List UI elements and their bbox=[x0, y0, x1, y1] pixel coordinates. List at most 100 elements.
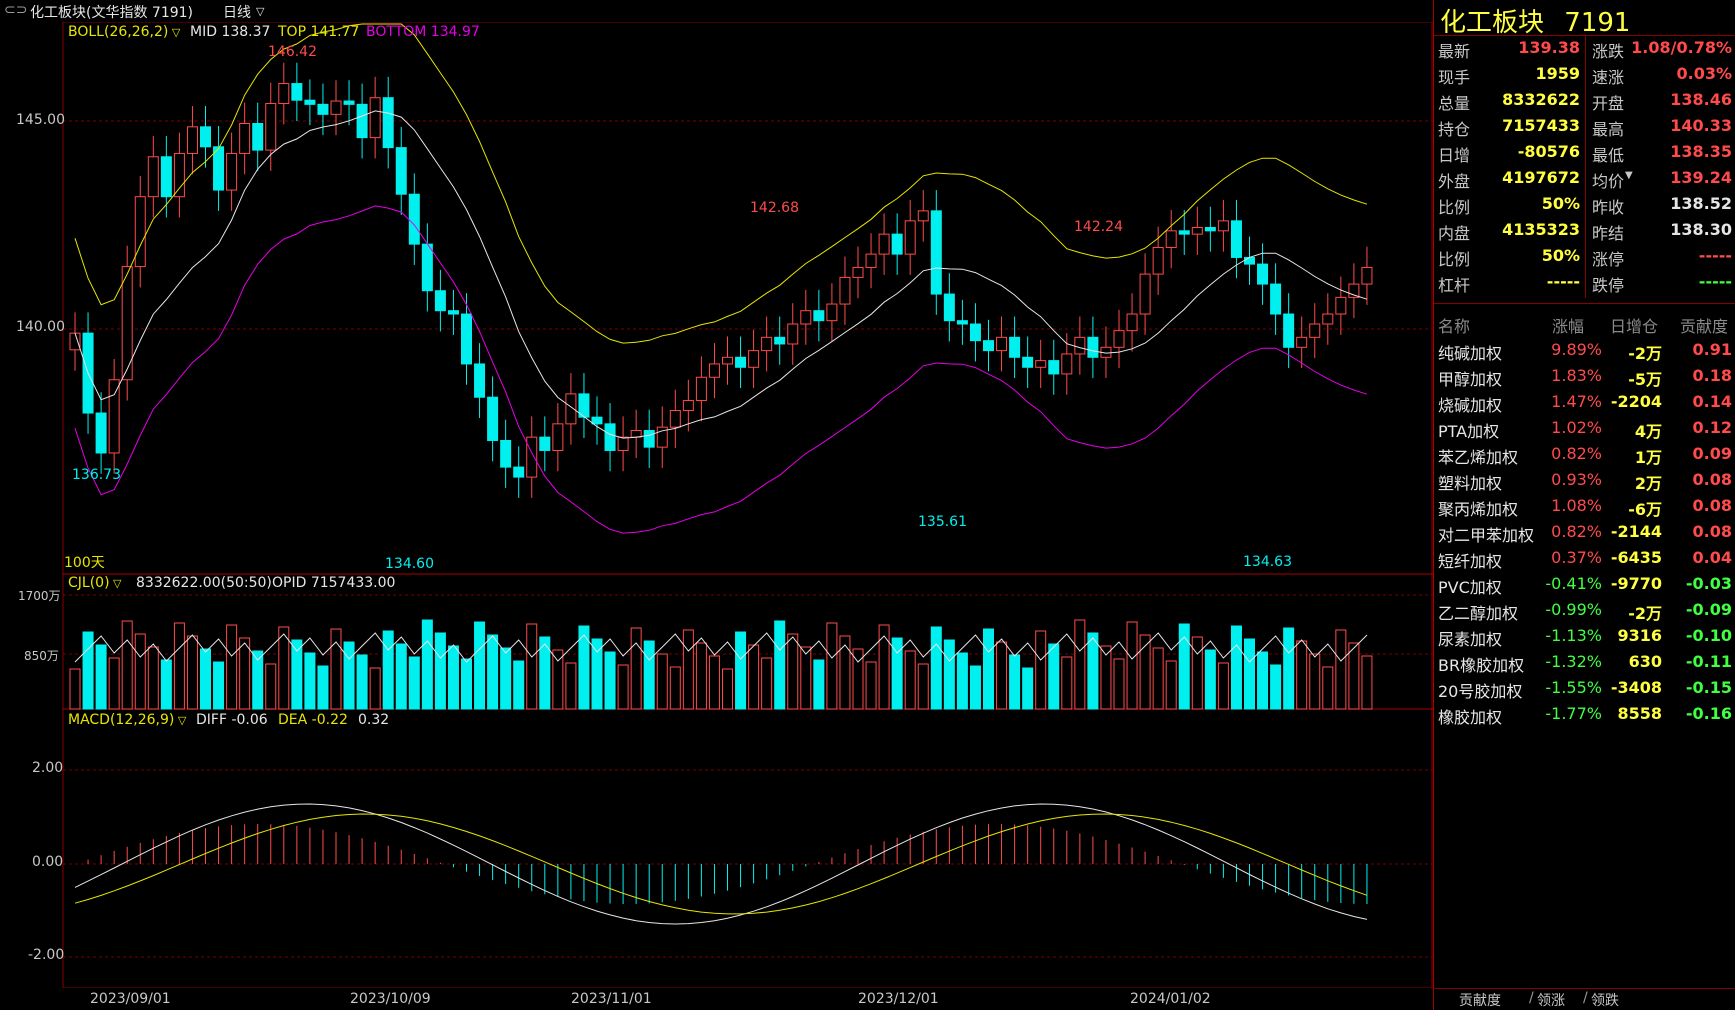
list-item[interactable]: 烧碱加权 1.47% -2204 0.14 bbox=[1434, 392, 1735, 418]
candle bbox=[996, 336, 1008, 352]
chart-frame bbox=[62, 22, 1433, 988]
volume-bar bbox=[617, 664, 629, 710]
volume-bar bbox=[839, 635, 851, 710]
high-annotation: 146.42 bbox=[268, 44, 317, 60]
volume-bar bbox=[656, 653, 668, 710]
candle bbox=[121, 266, 133, 381]
quote-value: 8332622 bbox=[1502, 90, 1580, 109]
volume-tick: 850万 bbox=[24, 649, 59, 663]
item-contrib: 0.12 bbox=[1692, 418, 1732, 437]
quote-key: 开盘 bbox=[1592, 94, 1625, 113]
col-header-name[interactable]: 名称 bbox=[1438, 317, 1471, 336]
list-item[interactable]: 塑料加权 0.93% 2万 0.08 bbox=[1434, 470, 1735, 496]
candle bbox=[487, 396, 499, 441]
col-header-contrib[interactable]: 贡献度 bbox=[1680, 317, 1729, 336]
list-item[interactable]: 纯碱加权 9.89% -2万 0.91 bbox=[1434, 340, 1735, 366]
volume-bar bbox=[500, 647, 512, 710]
candle bbox=[1244, 256, 1255, 265]
candle bbox=[200, 126, 211, 148]
period-selector[interactable]: 日线 bbox=[223, 5, 251, 21]
col-header-oi[interactable]: 日增仓 bbox=[1610, 317, 1659, 336]
quote-key: 比例 bbox=[1438, 198, 1471, 217]
tab-leaders-down[interactable]: 领跌 bbox=[1591, 993, 1619, 1009]
candle bbox=[656, 426, 668, 448]
item-change: 1.47% bbox=[1551, 392, 1602, 411]
cjl-opid: OPID 7157433.00 bbox=[272, 575, 396, 591]
item-contrib: -0.15 bbox=[1685, 678, 1732, 697]
volume-bar bbox=[291, 639, 303, 710]
candle bbox=[434, 290, 446, 312]
tab-leaders-up[interactable]: 领涨 bbox=[1537, 993, 1565, 1009]
macd-label[interactable]: MACD(12,26,9) ▽ bbox=[68, 712, 187, 728]
list-item[interactable]: 对二甲苯加权 0.82% -2144 0.08 bbox=[1434, 522, 1735, 548]
volume-bar bbox=[1178, 623, 1190, 710]
list-item[interactable]: 甲醇加权 1.83% -5万 0.18 bbox=[1434, 366, 1735, 392]
item-name: BR橡胶加权 bbox=[1438, 656, 1525, 675]
list-item[interactable]: PTA加权 1.02% 4万 0.12 bbox=[1434, 418, 1735, 444]
candle bbox=[917, 210, 929, 222]
candle bbox=[69, 332, 81, 351]
quote-value: 138.35 bbox=[1670, 142, 1732, 161]
volume-bar bbox=[82, 631, 94, 710]
list-item[interactable]: PVC加权 -0.41% -9770 -0.03 bbox=[1434, 574, 1735, 600]
item-change: 0.37% bbox=[1551, 548, 1602, 567]
cjl-label[interactable]: CJL(0) ▽ bbox=[68, 575, 122, 591]
item-name: 橡胶加权 bbox=[1438, 708, 1503, 727]
chevron-down-icon[interactable]: ▽ bbox=[168, 26, 181, 39]
candle bbox=[748, 350, 760, 368]
volume-bar bbox=[1074, 619, 1086, 710]
kline-chart[interactable] bbox=[0, 22, 1433, 988]
list-item[interactable]: BR橡胶加权 -1.32% 630 -0.11 bbox=[1434, 652, 1735, 678]
volume-bar bbox=[1139, 634, 1151, 710]
candle bbox=[539, 436, 551, 451]
candle bbox=[447, 310, 459, 315]
volume-bar bbox=[852, 648, 864, 710]
list-item[interactable]: 短纤加权 0.37% -6435 0.04 bbox=[1434, 548, 1735, 574]
quote-value: 139.24 bbox=[1670, 168, 1732, 187]
candle bbox=[1126, 313, 1138, 332]
col-header-change[interactable]: 涨幅 bbox=[1552, 317, 1585, 336]
quote-value: 140.33 bbox=[1670, 116, 1732, 135]
item-contrib: -0.03 bbox=[1685, 574, 1732, 593]
list-item[interactable]: 苯乙烯加权 0.82% 1万 0.09 bbox=[1434, 444, 1735, 470]
boll-label[interactable]: BOLL(26,26,2) ▽ bbox=[68, 24, 181, 40]
list-item[interactable]: 聚丙烯加权 1.08% -6万 0.08 bbox=[1434, 496, 1735, 522]
chevron-down-icon[interactable]: ▼ bbox=[1625, 170, 1633, 181]
list-item[interactable]: 乙二醇加权 -0.99% -2万 -0.09 bbox=[1434, 600, 1735, 626]
volume-bar bbox=[1165, 660, 1177, 710]
volume-bar bbox=[1335, 629, 1347, 710]
chevron-down-icon[interactable]: ▽ bbox=[256, 5, 265, 18]
list-item[interactable]: 20号胶加权 -1.55% -3408 -0.15 bbox=[1434, 678, 1735, 704]
volume-bar bbox=[186, 635, 198, 710]
volume-bar bbox=[1348, 642, 1360, 710]
low-annotation: 136.73 bbox=[72, 467, 121, 483]
candle bbox=[500, 439, 512, 468]
volume-bar bbox=[108, 657, 120, 710]
list-item[interactable]: 尿素加权 -1.13% 9316 -0.10 bbox=[1434, 626, 1735, 652]
item-change: -1.13% bbox=[1545, 626, 1602, 645]
candle bbox=[904, 220, 916, 255]
link-icon[interactable]: ⊂⊃ bbox=[4, 2, 28, 18]
chart-area[interactable]: BOLL(26,26,2) ▽ MID 138.37 TOP 141.77 BO… bbox=[0, 22, 1433, 1007]
item-contrib: -0.10 bbox=[1685, 626, 1732, 645]
volume-bar bbox=[630, 627, 642, 710]
chevron-down-icon[interactable]: ▽ bbox=[174, 714, 187, 727]
tab-contribution[interactable]: 贡献度 bbox=[1459, 993, 1501, 1009]
item-contrib: 0.09 bbox=[1692, 444, 1732, 463]
item-name: 纯碱加权 bbox=[1438, 344, 1503, 363]
candle bbox=[526, 436, 538, 478]
candle bbox=[708, 363, 720, 378]
candle bbox=[839, 276, 851, 305]
quote-panel: 化工板块 7191 最新 139.38 涨跌 1.08/0.78% 现手 1959 速涨 0.… bbox=[1433, 0, 1735, 1010]
item-change: -0.41% bbox=[1545, 574, 1602, 593]
volume-bar bbox=[1087, 632, 1099, 710]
item-change: 0.93% bbox=[1551, 470, 1602, 489]
item-contrib: 0.91 bbox=[1692, 340, 1732, 359]
candle bbox=[1009, 336, 1021, 358]
quote-key: 最新 bbox=[1438, 42, 1471, 61]
list-item[interactable]: 橡胶加权 -1.77% 8558 -0.16 bbox=[1434, 704, 1735, 730]
volume-bar bbox=[983, 628, 994, 710]
volume-bar bbox=[356, 654, 368, 710]
candle bbox=[356, 103, 368, 139]
chevron-down-icon[interactable]: ▽ bbox=[109, 577, 122, 590]
